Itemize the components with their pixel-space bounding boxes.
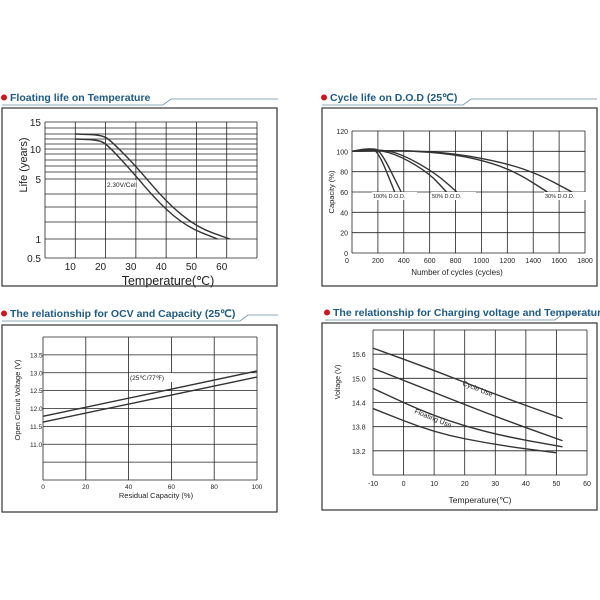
bullet-icon xyxy=(1,310,7,317)
x-tick-label: 30 xyxy=(125,262,137,273)
y-axis-label: Open Circuit Voltage (V) xyxy=(13,359,22,440)
bullet-icon xyxy=(321,94,327,101)
y-axis-label: Life (years) xyxy=(18,137,30,192)
x-tick-label: 40 xyxy=(522,481,530,488)
y-tick-label: 60 xyxy=(340,190,348,197)
title-underline xyxy=(325,313,597,321)
x-tick-label: 30 xyxy=(491,481,499,488)
chart-header: The relationship for Charging voltage an… xyxy=(324,307,600,321)
title-underline xyxy=(2,314,278,322)
x-tick-label: 1600 xyxy=(551,258,567,265)
y-tick-label: 0.5 xyxy=(27,254,41,265)
x-tick-label: 800 xyxy=(450,258,462,265)
x-tick-label: 20 xyxy=(95,262,107,273)
x-tick-label: 20 xyxy=(461,481,469,488)
y-tick-label: 1 xyxy=(35,235,41,246)
x-tick-label: 40 xyxy=(156,262,168,273)
y-tick-label: 11.0 xyxy=(30,442,43,449)
chart-header: Cycle life on D.O.D (25℃) xyxy=(321,92,597,106)
x-tick-label: 1400 xyxy=(525,258,541,265)
y-tick-label: 100 xyxy=(336,149,348,156)
x-tick-label: 10 xyxy=(430,481,438,488)
x-tick-label: 0 xyxy=(345,258,349,265)
chart-title: Floating life on Temperature xyxy=(10,92,151,104)
chart-frame xyxy=(1,324,278,513)
x-axis-label: Temperature(℃) xyxy=(122,274,215,288)
chart-header: Floating life on Temperature xyxy=(1,92,278,106)
x-tick-label: 40 xyxy=(125,484,133,491)
y-tick-label: 40 xyxy=(340,210,348,217)
annotation-bg xyxy=(129,373,173,382)
x-tick-label: 200 xyxy=(372,258,384,265)
y-axis-label: Capacity (%) xyxy=(327,170,336,213)
bullet-icon xyxy=(1,94,7,101)
y-tick-label: 20 xyxy=(340,231,348,238)
x-axis-label: Residual Capacity (%) xyxy=(119,491,194,500)
y-tick-label: 14.4 xyxy=(352,401,366,408)
chart-frame xyxy=(1,107,278,287)
x-tick-label: 1000 xyxy=(474,258,490,265)
chart-title: The relationship for Charging voltage an… xyxy=(333,307,600,319)
x-tick-label: 100 xyxy=(252,484,263,491)
charging-curve xyxy=(372,407,557,454)
life-curve xyxy=(75,138,218,240)
label-bg xyxy=(372,192,417,200)
x-tick-label: 10 xyxy=(65,262,77,273)
x-tick-label: -10 xyxy=(368,481,378,488)
label-bg xyxy=(544,192,589,200)
y-tick-label: 15.6 xyxy=(352,352,366,359)
cycle-curve xyxy=(351,149,573,193)
dod-label: 100% D.O.D. xyxy=(373,194,406,200)
charging-curve xyxy=(372,387,563,448)
bullet-icon xyxy=(324,309,330,316)
annotation: (25℃/77℉) xyxy=(130,375,164,382)
x-axis-label: Temperature(℃) xyxy=(449,495,512,505)
y-tick-label: 11.5 xyxy=(30,424,43,431)
annotation-bg xyxy=(106,180,136,189)
dod-label: 50% D.O.D. xyxy=(432,194,462,200)
charging-curve xyxy=(372,347,563,420)
chart-title: The relationship for OCV and Capacity (2… xyxy=(10,308,235,320)
y-tick-label: 120 xyxy=(336,129,348,136)
y-tick-label: 10 xyxy=(30,145,42,156)
title-underline xyxy=(322,98,597,106)
y-axis-label: Voltage (V) xyxy=(335,365,342,400)
title-underline xyxy=(2,98,278,106)
annotation: 2.30V/Cell xyxy=(107,182,138,189)
y-tick-label: 13.5 xyxy=(30,352,43,359)
ocv-line xyxy=(42,376,258,423)
y-tick-label: 13.0 xyxy=(30,370,43,377)
x-tick-label: 60 xyxy=(583,481,591,488)
y-tick-label: 13.8 xyxy=(352,425,366,432)
y-tick-label: 80 xyxy=(340,170,348,177)
x-tick-label: 50 xyxy=(553,481,561,488)
charging-curve xyxy=(372,367,563,442)
x-tick-label: 50 xyxy=(186,262,198,273)
x-tick-label: 0 xyxy=(41,484,45,491)
y-tick-label: 0 xyxy=(344,251,348,258)
chart-header: The relationship for OCV and Capacity (2… xyxy=(1,308,278,322)
y-tick-label: 13.2 xyxy=(352,449,366,456)
x-tick-label: 400 xyxy=(398,258,410,265)
chart-title: Cycle life on D.O.D (25℃) xyxy=(330,92,457,104)
x-tick-label: 600 xyxy=(424,258,436,265)
x-axis-label: Number of cycles (cycles) xyxy=(411,268,503,277)
x-tick-label: 20 xyxy=(82,484,90,491)
ocv-line xyxy=(42,370,258,418)
y-tick-label: 5 xyxy=(35,175,41,186)
y-tick-label: 12.5 xyxy=(30,388,43,395)
y-tick-label: 15.0 xyxy=(352,376,366,383)
x-tick-label: 0 xyxy=(402,481,406,488)
x-tick-label: 80 xyxy=(211,484,219,491)
x-tick-label: 1800 xyxy=(577,258,593,265)
dod-label: 30% D.O.D. xyxy=(545,194,575,200)
x-tick-label: 1200 xyxy=(500,258,516,265)
life-curve xyxy=(75,133,230,240)
label-bg xyxy=(431,192,476,200)
x-tick-label: 60 xyxy=(216,262,228,273)
y-tick-label: 12.0 xyxy=(30,406,43,413)
x-tick-label: 60 xyxy=(168,484,176,491)
y-tick-label: 15 xyxy=(30,118,42,129)
